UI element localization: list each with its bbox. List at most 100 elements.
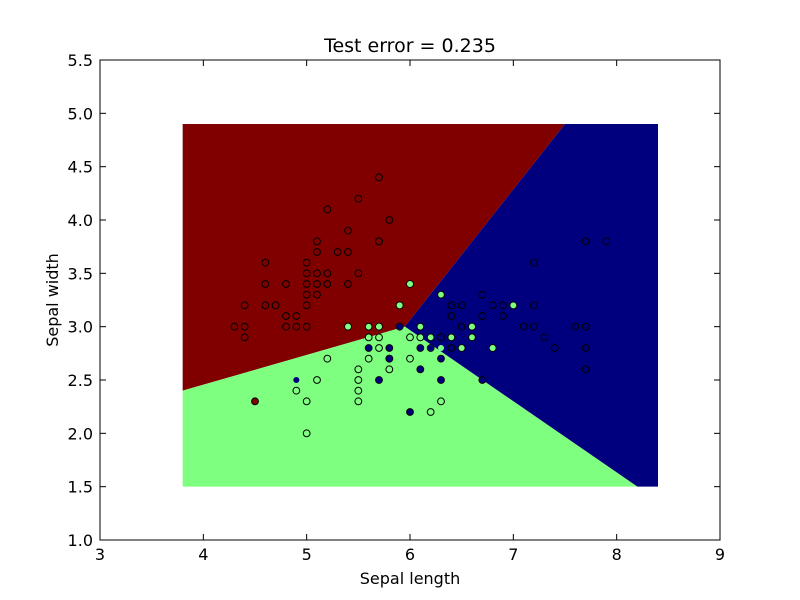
data-point <box>354 365 363 374</box>
data-point <box>426 408 435 416</box>
data-point <box>293 377 300 383</box>
data-point <box>364 322 373 331</box>
data-point <box>282 312 290 320</box>
data-point <box>313 269 321 278</box>
data-point <box>426 333 435 342</box>
data-point <box>571 322 580 331</box>
region-class-1 <box>182 326 638 487</box>
x-tick-label: 3 <box>95 545 105 564</box>
data-point <box>519 322 528 331</box>
data-point <box>271 301 280 310</box>
data-point <box>323 280 332 288</box>
data-point <box>416 333 425 342</box>
data-point <box>437 333 445 342</box>
data-point <box>354 376 363 384</box>
data-point <box>323 269 332 278</box>
data-point <box>469 323 475 330</box>
data-point <box>375 333 383 342</box>
data-point <box>282 322 290 331</box>
y-tick-label: 3.0 <box>68 318 93 337</box>
data-point <box>375 344 383 352</box>
data-point <box>323 354 332 363</box>
data-point <box>240 301 249 310</box>
data-point <box>344 226 352 235</box>
data-point <box>313 237 321 246</box>
data-point <box>550 344 559 352</box>
data-point <box>354 269 363 278</box>
data-point <box>457 322 466 331</box>
y-tick-label: 5.5 <box>68 51 93 70</box>
x-axis-label: Sepal length <box>360 569 461 588</box>
y-tick-label: 4.0 <box>68 211 93 230</box>
x-axis-ticks: 3 4 5 6 7 8 9 <box>95 60 725 564</box>
data-point <box>345 323 351 330</box>
data-point <box>292 322 301 331</box>
data-point <box>282 280 290 288</box>
data-point <box>323 205 332 214</box>
region-class-0 <box>182 124 565 391</box>
data-point <box>376 323 382 330</box>
data-point <box>376 377 382 383</box>
data-point <box>302 269 311 278</box>
data-point <box>292 386 301 395</box>
data-point <box>499 301 507 310</box>
data-point <box>437 290 445 299</box>
data-point <box>407 281 413 287</box>
data-point <box>406 408 414 416</box>
data-point <box>364 354 373 363</box>
data-point <box>447 312 456 320</box>
data-point <box>478 376 487 384</box>
data-point <box>510 302 517 309</box>
data-point <box>406 354 414 363</box>
data-point <box>457 301 466 310</box>
data-point <box>313 280 321 288</box>
y-tick-label: 2.0 <box>68 424 93 443</box>
data-point <box>344 248 352 256</box>
data-point <box>581 365 590 374</box>
data-point <box>251 397 259 406</box>
y-tick-label: 1.0 <box>68 531 93 550</box>
x-tick-label: 4 <box>198 545 208 564</box>
data-point <box>354 386 363 395</box>
data-point <box>385 344 394 352</box>
data-point <box>478 312 487 320</box>
y-tick-label: 3.5 <box>68 264 93 283</box>
x-tick-label: 7 <box>508 545 518 564</box>
data-point <box>438 355 444 362</box>
data-point <box>375 173 383 182</box>
chart-title: Test error = 0.235 <box>323 35 496 57</box>
data-point <box>240 333 249 342</box>
data-point <box>581 237 590 246</box>
data-point <box>313 290 321 299</box>
data-point <box>540 333 549 342</box>
data-point <box>261 301 270 310</box>
x-tick-label: 6 <box>405 545 415 564</box>
data-point <box>261 280 270 288</box>
data-point <box>313 248 321 256</box>
data-point <box>385 365 394 374</box>
data-point <box>302 322 311 331</box>
data-point <box>581 344 590 352</box>
data-point <box>240 322 249 331</box>
data-point <box>261 258 270 267</box>
data-point <box>438 377 444 383</box>
data-point <box>478 290 487 299</box>
data-point <box>530 322 538 331</box>
data-point <box>488 301 497 310</box>
data-point <box>581 322 590 331</box>
data-point <box>447 333 456 342</box>
data-point <box>302 290 311 299</box>
data-point <box>468 333 476 342</box>
data-point <box>499 312 507 320</box>
data-point <box>447 301 456 310</box>
data-point <box>427 345 434 351</box>
data-point <box>344 280 352 288</box>
data-point <box>365 345 372 351</box>
data-point <box>302 301 311 310</box>
y-tick-label: 1.5 <box>68 478 93 497</box>
data-point <box>406 333 414 342</box>
data-point <box>416 322 425 331</box>
data-point <box>302 258 311 267</box>
data-point <box>364 333 373 342</box>
